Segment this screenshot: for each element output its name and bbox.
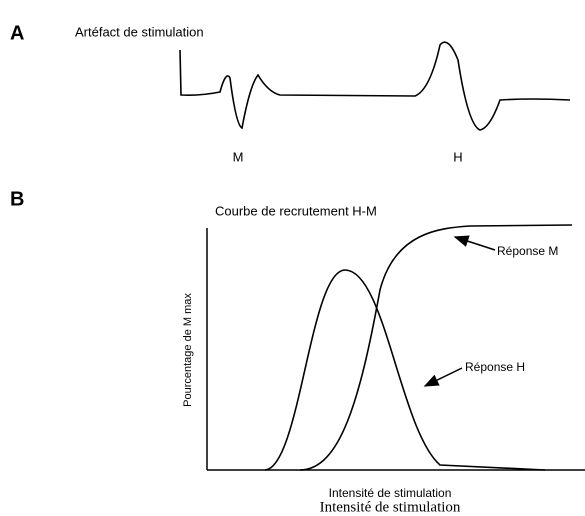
curve-label: Réponse M bbox=[497, 244, 558, 258]
curve-label: Réponse H bbox=[465, 360, 525, 374]
m-curve bbox=[299, 224, 573, 471]
panel-letter: A bbox=[10, 22, 24, 44]
panel-letter: B bbox=[10, 188, 24, 210]
y-axis-label: Pourcentage de M max bbox=[182, 293, 194, 407]
panel-title: Courbe de recrutement H-M bbox=[215, 203, 377, 218]
h-curve bbox=[264, 269, 546, 471]
arrow bbox=[453, 235, 496, 251]
trace bbox=[179, 41, 571, 131]
x-axis-label-duplicate: Intensité de stimulation bbox=[320, 499, 461, 515]
x-axis-label: Intensité de stimulation bbox=[329, 486, 452, 500]
wave-label: M bbox=[233, 149, 244, 164]
wave-label: H bbox=[453, 149, 462, 164]
panel-title: Artéfact de stimulation bbox=[75, 24, 204, 39]
arrow bbox=[423, 367, 463, 387]
